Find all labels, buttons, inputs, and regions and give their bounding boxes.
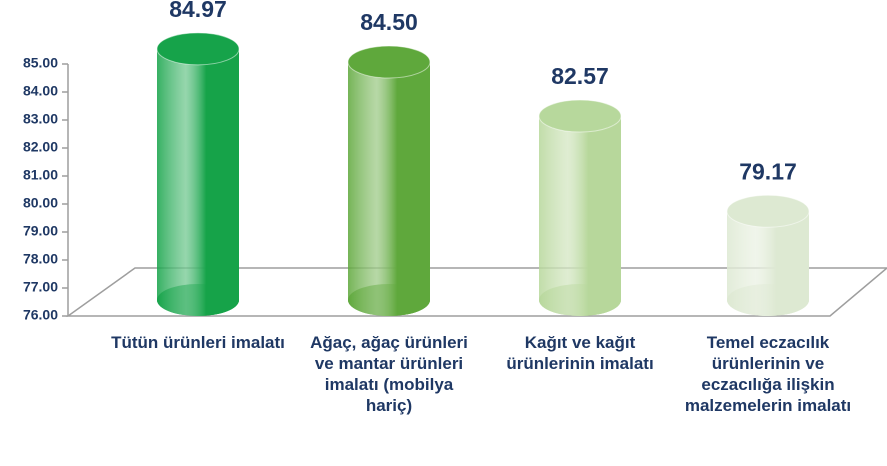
value-label: 79.17 [739,158,797,184]
bar-top [538,99,622,133]
bar-shade [539,116,621,316]
y-tick-label: 83.00 [23,111,58,127]
bar-top [347,45,431,79]
bar-shade [348,62,430,316]
value-label: 82.57 [551,63,609,89]
bar-top [156,32,240,66]
bar-shade [157,48,239,316]
y-tick-label: 79.00 [23,223,58,239]
x-tick-label: Tütün ürünleri imalatı [111,333,285,352]
bar [348,62,430,316]
x-tick-label: Ağaç, ağaç ürünleri ve mantar ürünleri i… [310,333,468,415]
x-tick-label: Kağıt ve kağıt ürünlerinin imalatı [506,333,654,373]
y-tick-label: 82.00 [23,139,58,155]
value-label: 84.50 [360,9,418,35]
x-tick-label: Temel eczacılık ürünlerinin ve eczacılığ… [684,333,852,415]
y-tick-label: 81.00 [23,167,58,183]
y-tick-label: 77.00 [23,279,58,295]
y-tick-label: 78.00 [23,251,58,267]
y-tick-label: 84.00 [23,83,58,99]
bar-top [726,194,810,228]
bar [157,48,239,316]
bar-shade [727,211,809,316]
y-tick-label: 76.00 [23,307,58,323]
y-tick-label: 80.00 [23,195,58,211]
floor [65,267,887,317]
bar [539,116,621,316]
value-label: 84.97 [169,0,227,22]
y-tick-label: 85.00 [23,55,58,71]
bar [727,211,809,316]
